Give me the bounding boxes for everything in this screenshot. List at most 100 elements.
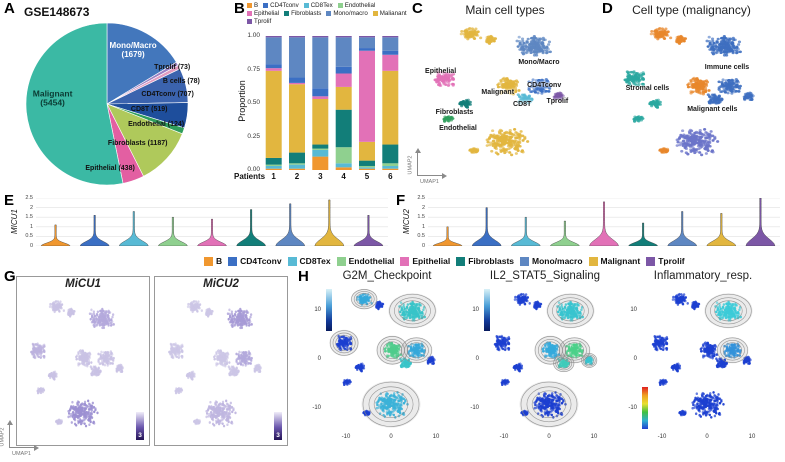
umap-cluster-topA — [459, 27, 483, 41]
micu1-violin-plot — [36, 198, 388, 246]
y-tick-label: 0.5 — [417, 233, 425, 240]
umap2-axis-label: UMAP2 — [0, 427, 6, 447]
umap1-axis-arrow — [417, 172, 447, 179]
legend-item: Tprolif — [247, 18, 271, 25]
umap-cluster-small-bl — [193, 418, 201, 426]
legend-item: Fibroblasts — [284, 10, 321, 17]
legend-label: B — [254, 2, 259, 9]
x-tick-label: 10 — [432, 434, 440, 440]
panel-g-label: G — [4, 268, 16, 285]
bar-segment — [359, 160, 375, 166]
umap-cluster-cd4tconv — [565, 342, 584, 359]
bar-segment — [289, 37, 305, 78]
celltype-legend-item: CD4Tconv — [228, 256, 282, 266]
y-tick-label: 10 — [314, 307, 321, 313]
contour-rings — [705, 293, 752, 363]
micu1-yticks: 2.5 2 1.5 1 0.5 0 — [20, 195, 34, 249]
bar-segment — [359, 37, 375, 49]
legend-swatch — [284, 11, 290, 16]
violin-tprolif — [353, 215, 384, 246]
umap-malignancy-plot: Immune cells Stromal cells Malignant cells — [608, 20, 784, 170]
legend-swatch — [247, 3, 252, 8]
x-tick-label: 6 — [388, 172, 393, 181]
bar-segment — [335, 109, 352, 148]
patient-xticks: 1 2 3 4 5 6 — [262, 172, 402, 184]
bar-segment — [265, 36, 282, 38]
y-tick-label: 1 — [421, 223, 425, 230]
legend-label: Endothelial — [344, 2, 376, 9]
celltype-legend-item: CD8Tex — [287, 256, 331, 266]
pie-slice-label: CD8T (519) — [130, 106, 168, 114]
umap-cluster-epithelial — [623, 70, 646, 88]
panel-a-pie: A GSE148673 Mono/Macro (1679) Tprolif (73… — [2, 0, 232, 190]
proportion-yticks: 1.00 0.75 0.50 0.25 0.00 — [232, 0, 260, 190]
panel-f-label: F — [396, 192, 406, 209]
umap-cluster-fibroblasts — [185, 370, 196, 381]
umap-cluster-monomacro — [714, 300, 742, 322]
umap-cluster-endothelial — [500, 378, 510, 387]
celltype-swatch — [588, 256, 598, 266]
y-tick-label: 0 — [29, 243, 33, 249]
umap-cluster-cd4tconv — [235, 350, 253, 367]
contour-rings — [329, 289, 436, 427]
bar-segment — [312, 148, 329, 150]
umap1-axis-label: UMAP1 — [12, 451, 31, 457]
bar-segment — [289, 163, 305, 165]
bar-segment — [359, 167, 375, 169]
legend-item: Epithelial — [247, 10, 279, 17]
bar-segment — [382, 50, 399, 55]
legend-swatch — [303, 3, 309, 8]
violin-endothelial — [158, 217, 188, 246]
bar-segment — [289, 36, 305, 38]
panel-e-label: E — [4, 192, 15, 209]
umap-axes: UMAP2 UMAP1 — [407, 148, 454, 188]
umap-cluster-epithelial — [493, 334, 511, 352]
x-tick-label: -10 — [499, 434, 509, 440]
y-tick-label: 10 — [472, 307, 479, 313]
legend-swatch — [247, 19, 252, 24]
legend-item: CD4Tconv — [263, 2, 299, 9]
umap-cluster-epithelial — [30, 342, 46, 360]
il2-axis-ticks: 10 0 -10 -10 0 10 — [466, 268, 624, 458]
umap-cluster-endothelial — [442, 115, 455, 123]
umap-cluster-tprolif — [742, 91, 755, 102]
violin-cd8tex — [510, 217, 541, 246]
signature-plot-g2m: G2M_Checkpoint 10 0 -10 -10 0 10 — [308, 268, 466, 458]
panel-d-umap-malignancy: D Cell type (malignancy) Immune cells Str… — [600, 0, 783, 190]
g2m-scatter — [329, 288, 437, 428]
celltype-swatch — [204, 256, 213, 266]
panel-d-label: D — [602, 0, 613, 17]
umap-cluster-topB — [674, 34, 688, 45]
umap-cluster-topB — [204, 307, 214, 318]
feature-micu2-title: MiCU2 — [203, 278, 239, 290]
pie-slice-label: Tprolif (73) — [154, 64, 191, 72]
umap-points — [168, 299, 263, 428]
x-tick-label: -10 — [341, 434, 351, 440]
celltype-swatch — [287, 256, 297, 266]
pie-slice-label: B cells (78) — [162, 77, 200, 85]
umap-cluster-tprolif — [742, 355, 752, 365]
bar-segment — [312, 37, 329, 89]
umap1-axis-label: UMAP1 — [420, 179, 439, 185]
umap-celltypes-labels: Mono/Macro Epithelial Malignant CD4Tconv CD8… — [418, 20, 594, 170]
g2m-title: G2M_Checkpoint — [342, 270, 432, 282]
signature-plot-inflammatory: Inflammatory_resp. 10 0 -10 -10 0 10 — [624, 268, 782, 458]
umap-points — [623, 27, 755, 157]
y-tick-label: 1.5 — [417, 214, 425, 221]
umap-cluster-topA — [48, 299, 65, 314]
umap-cluster-cd8t — [706, 93, 724, 105]
legend-label: CD4Tconv — [270, 2, 299, 9]
panel-b-label: B — [234, 0, 245, 17]
bar-segment — [382, 36, 399, 38]
il2-title: IL2_STAT5_Signaling — [489, 270, 601, 282]
umap-celltypes-title: Main cell types — [465, 3, 545, 17]
umap-cluster-cd4tconv — [407, 342, 426, 359]
panel-c-umap-celltypes: C Main cell types Mono/Macro Epithelial Ma… — [407, 0, 600, 190]
cluster-label: Endothelial — [439, 125, 477, 132]
pie-slice-label: CD4Tconv (707) — [141, 91, 194, 99]
celltype-legend-item: Malignant — [588, 256, 640, 266]
feature-micu1-title: MiCU1 — [65, 278, 101, 290]
panel-g-feature-plots: G MiCU1 3 MiCU2 3 UMAP2 UMAP1 — [0, 268, 294, 460]
umap-cluster-endothelial — [658, 378, 668, 387]
